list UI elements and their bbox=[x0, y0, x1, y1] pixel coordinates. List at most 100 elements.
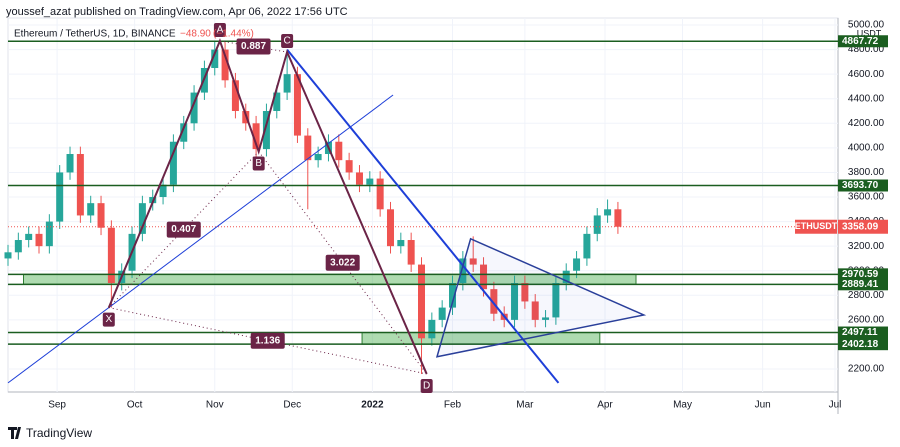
candle-body bbox=[449, 283, 457, 308]
candle-body bbox=[66, 154, 74, 173]
level-tag bbox=[838, 268, 888, 281]
candle-body bbox=[56, 172, 64, 222]
x-tick-label: May bbox=[673, 400, 692, 411]
point-label: X bbox=[105, 314, 112, 325]
level-label: 4867.72 bbox=[842, 36, 879, 47]
publisher: youssef_azat published on TradingView.co… bbox=[6, 6, 348, 18]
ratio-box bbox=[250, 332, 285, 349]
level-tag bbox=[838, 35, 888, 48]
candle-body bbox=[97, 203, 105, 228]
change-percent: (−1.44%) bbox=[213, 29, 254, 40]
candle-body bbox=[521, 283, 529, 302]
point-label: B bbox=[255, 158, 262, 169]
last-price-label: 3358.09 bbox=[842, 221, 879, 232]
y-tick-label: 5000.00 bbox=[848, 20, 885, 31]
last-price-tag bbox=[838, 219, 888, 234]
candle-body bbox=[180, 123, 188, 142]
ratio-label: 3.022 bbox=[330, 257, 355, 268]
candle-body bbox=[490, 289, 498, 314]
y-unit: USDT bbox=[857, 28, 882, 38]
point-label: C bbox=[283, 36, 290, 47]
candle-body bbox=[480, 264, 488, 290]
unit-box bbox=[856, 29, 882, 39]
level-tag bbox=[838, 326, 888, 339]
point-box bbox=[102, 312, 115, 327]
y-tick-label: 4600.00 bbox=[848, 69, 885, 80]
point-label: D bbox=[423, 381, 430, 392]
x-tick-label: Feb bbox=[444, 400, 462, 411]
candle-body bbox=[604, 209, 612, 216]
y-tick-label: 4200.00 bbox=[848, 118, 885, 129]
point-box bbox=[213, 22, 226, 37]
ratio-line bbox=[219, 40, 288, 53]
chart-layer: 2200.002400.002600.002800.003000.003200.… bbox=[4, 18, 888, 411]
triangle bbox=[435, 237, 647, 358]
x-tick-label: Nov bbox=[206, 400, 224, 411]
ratio-box bbox=[325, 254, 360, 271]
candle-body bbox=[45, 221, 53, 247]
y-tick-label: 4800.00 bbox=[848, 44, 885, 55]
candle-body bbox=[614, 209, 622, 227]
candle-body bbox=[283, 74, 291, 93]
candle-body bbox=[459, 258, 467, 284]
pattern-line bbox=[107, 38, 428, 375]
y-tick-label: 2600.00 bbox=[848, 315, 885, 326]
candle-body bbox=[76, 154, 84, 216]
ratio-line bbox=[258, 151, 428, 375]
x-tick-label: Dec bbox=[283, 400, 301, 411]
level-label: 2970.59 bbox=[842, 269, 879, 280]
candle-body bbox=[107, 227, 115, 284]
point-box bbox=[281, 34, 294, 49]
candle-body bbox=[542, 317, 550, 320]
candle-body bbox=[469, 258, 477, 265]
candle-body bbox=[25, 233, 33, 241]
candle-body bbox=[583, 233, 591, 259]
candle-body bbox=[562, 270, 570, 284]
candle-body bbox=[169, 141, 177, 185]
candle-body bbox=[262, 111, 270, 150]
x-tick-label: Sep bbox=[48, 400, 66, 411]
candle-body bbox=[376, 178, 384, 210]
x-tick-label: Mar bbox=[516, 400, 534, 411]
x-tick-label: Oct bbox=[127, 400, 143, 411]
level-label: 2889.41 bbox=[842, 279, 879, 290]
x-tick-label: Apr bbox=[597, 400, 613, 411]
candle-body bbox=[293, 74, 301, 136]
level-tag bbox=[838, 278, 888, 291]
candle-body bbox=[190, 92, 198, 124]
y-tick-label: 4000.00 bbox=[848, 143, 885, 154]
ratio-label: 0.407 bbox=[171, 224, 196, 235]
level-tag bbox=[838, 179, 888, 192]
point-label: A bbox=[217, 25, 224, 36]
candle-body bbox=[407, 240, 415, 265]
candle-body bbox=[211, 49, 219, 69]
candle-body bbox=[366, 178, 374, 185]
level-label: 2497.11 bbox=[842, 327, 878, 338]
point-box bbox=[252, 156, 265, 171]
candle-body bbox=[252, 123, 260, 150]
candle-body bbox=[345, 160, 353, 173]
y-tick-label: 3800.00 bbox=[848, 167, 885, 178]
x-tick-label: Jul bbox=[829, 400, 842, 411]
level-label: 3693.70 bbox=[842, 180, 879, 191]
candle-body bbox=[159, 184, 167, 198]
ratio-box bbox=[166, 221, 201, 238]
candle-body bbox=[573, 258, 581, 271]
point-box bbox=[420, 378, 433, 393]
candle-body bbox=[386, 209, 394, 247]
logo-icon bbox=[8, 427, 21, 439]
candle-body bbox=[355, 172, 363, 185]
candle-body bbox=[335, 141, 343, 161]
candle-body bbox=[35, 233, 43, 247]
x-tick-label: Jun bbox=[755, 400, 771, 411]
candle-body bbox=[511, 283, 519, 320]
y-tick-label: 3600.00 bbox=[848, 192, 885, 203]
candle-body bbox=[273, 92, 281, 112]
x-tick-label: 2022 bbox=[361, 400, 384, 411]
y-tick-label: 4400.00 bbox=[848, 93, 885, 104]
brand: TradingView bbox=[26, 426, 92, 440]
candle-body bbox=[221, 49, 229, 81]
last-price-name-box bbox=[795, 219, 837, 234]
candle-body bbox=[397, 240, 405, 247]
candle-body bbox=[438, 307, 446, 320]
